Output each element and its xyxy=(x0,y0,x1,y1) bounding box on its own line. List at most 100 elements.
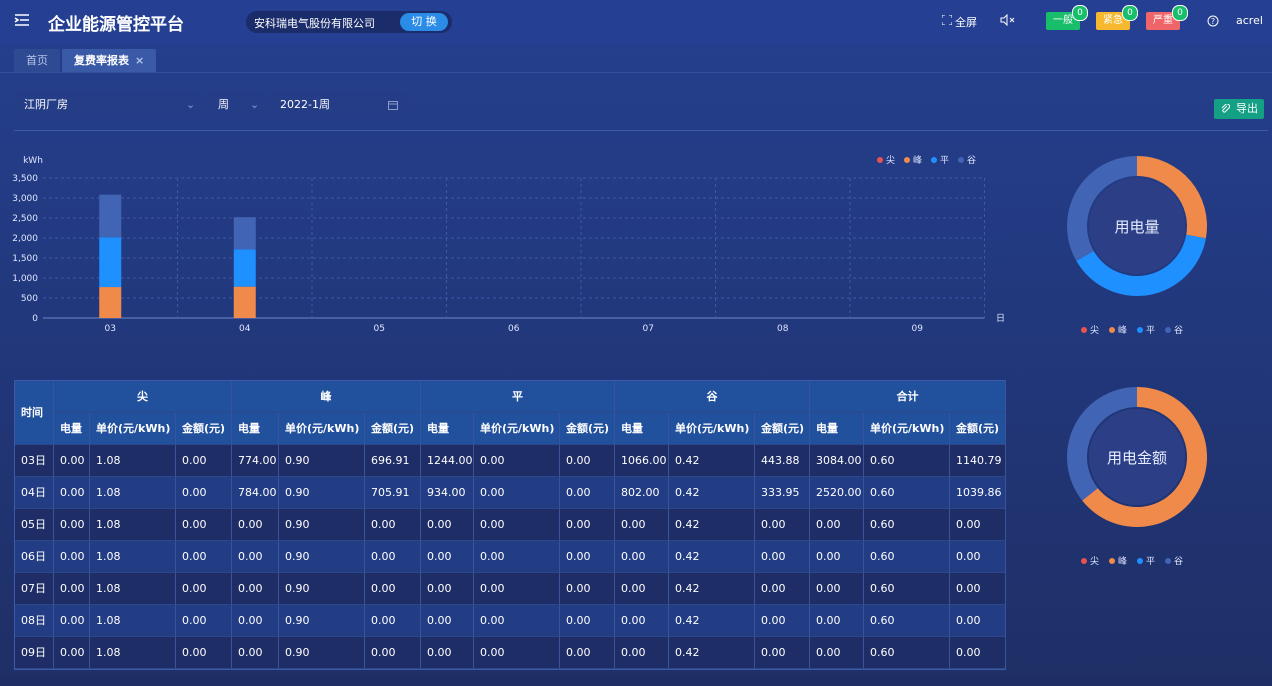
group-header: 尖 xyxy=(54,381,232,413)
bar-segment xyxy=(233,249,256,287)
table-cell: 0.60 xyxy=(864,509,950,541)
row-label: 05日 xyxy=(15,509,54,541)
tab-label: 复费率报表 xyxy=(74,54,129,67)
table-cell: 784.00 xyxy=(232,477,279,509)
table-cell: 0.42 xyxy=(669,573,755,605)
column-header: 单价(元/kWh) xyxy=(864,413,950,445)
y-tick-label: 2,500 xyxy=(12,214,38,224)
table-cell: 0.00 xyxy=(474,573,560,605)
table-cell: 0.00 xyxy=(365,541,421,573)
alarm-button[interactable]: 紧急 xyxy=(1096,12,1130,30)
table-cell: 0.60 xyxy=(864,605,950,637)
legend-label: 谷 xyxy=(1174,325,1183,336)
table-cell: 1.08 xyxy=(90,445,176,477)
legend-marker xyxy=(931,157,937,163)
x-tick-label: 09 xyxy=(912,324,924,334)
legend-label: 峰 xyxy=(913,155,922,166)
y-tick-label: 3,000 xyxy=(12,194,38,204)
table-cell: 0.00 xyxy=(176,573,232,605)
legend-marker xyxy=(1109,558,1115,564)
alarm-count: 0 xyxy=(1122,5,1138,21)
table-cell: 0.00 xyxy=(176,605,232,637)
tab[interactable]: 首页 xyxy=(14,49,60,72)
table-cell: 0.60 xyxy=(864,541,950,573)
table-cell: 1244.00 xyxy=(421,445,474,477)
help-icon[interactable]: ? xyxy=(1207,15,1219,27)
donut-center xyxy=(1089,409,1185,505)
table-cell: 0.00 xyxy=(615,573,669,605)
legend-marker xyxy=(1165,327,1171,333)
legend-label: 平 xyxy=(1146,325,1155,336)
app-title: 企业能源管控平台 xyxy=(48,15,184,35)
charts: kWh 日 0 500 1,000 1,500 2,000 2,500 3,000 3,500 03… xyxy=(12,154,1207,336)
header: 企业能源管控平台 安科瑞电气股份有限公司 切 换 全屏 ? acrel 一般 0 紧… xyxy=(0,0,1272,44)
column-header: 单价(元/kWh) xyxy=(474,413,560,445)
table-cell: 0.00 xyxy=(421,509,474,541)
export-button[interactable]: 导出 xyxy=(1214,99,1264,119)
y-tick-label: 1,000 xyxy=(12,274,38,284)
legend-marker xyxy=(1081,558,1087,564)
legend-marker xyxy=(1109,327,1115,333)
table-cell: 2520.00 xyxy=(810,477,864,509)
switch-button[interactable]: 切 换 xyxy=(400,13,448,31)
mute-icon[interactable] xyxy=(1000,14,1016,26)
column-header: 电量 xyxy=(421,413,474,445)
period-select[interactable]: 周 ⌄ xyxy=(208,92,268,118)
table-cell: 0.00 xyxy=(232,637,279,669)
column-header: 单价(元/kWh) xyxy=(669,413,755,445)
table-cell: 1.08 xyxy=(90,573,176,605)
bar-segment xyxy=(99,287,122,318)
tab[interactable]: 复费率报表 × xyxy=(62,49,157,72)
menu-icon[interactable] xyxy=(14,12,30,28)
dropdown-arrow: ⌄ xyxy=(250,98,260,111)
legend-marker xyxy=(1081,327,1087,333)
alarm-button[interactable]: 一般 xyxy=(1046,12,1080,30)
company-name: 安科瑞电气股份有限公司 xyxy=(254,17,375,30)
group-header: 谷 xyxy=(615,381,810,413)
row-label: 08日 xyxy=(15,605,54,637)
column-header: 单价(元/kWh) xyxy=(279,413,365,445)
table-cell: 0.00 xyxy=(615,541,669,573)
table-cell: 0.00 xyxy=(421,573,474,605)
donut-slice xyxy=(1076,234,1206,297)
table-cell: 0.00 xyxy=(560,573,615,605)
date-picker[interactable]: 2022-1周 xyxy=(270,92,407,118)
table-cell: 0.00 xyxy=(560,541,615,573)
donut-slice xyxy=(1137,156,1207,239)
table-cell: 0.00 xyxy=(474,541,560,573)
table-cell: 0.00 xyxy=(232,605,279,637)
table-cell: 0.00 xyxy=(755,605,810,637)
legend-label: 平 xyxy=(1146,556,1155,567)
table-cell: 0.00 xyxy=(176,509,232,541)
table-cell: 0.00 xyxy=(232,509,279,541)
fullscreen-button[interactable]: 全屏 xyxy=(955,16,977,29)
table-cell: 0.60 xyxy=(864,637,950,669)
column-header: 电量 xyxy=(54,413,90,445)
table-cell: 774.00 xyxy=(232,445,279,477)
table-cell: 0.00 xyxy=(54,605,90,637)
site-select[interactable]: 江阴厂房 ⌄ xyxy=(14,92,206,118)
alarm-button[interactable]: 严重 xyxy=(1146,12,1180,30)
tab-close[interactable]: × xyxy=(135,54,145,67)
calendar-icon xyxy=(388,101,398,110)
table-cell: 802.00 xyxy=(615,477,669,509)
table-cell: 0.00 xyxy=(474,605,560,637)
column-header: 金额(元) xyxy=(755,413,810,445)
x-tick-label: 03 xyxy=(105,324,116,334)
user-name[interactable]: acrel xyxy=(1236,14,1263,27)
row-label: 09日 xyxy=(15,637,54,669)
table-cell: 0.90 xyxy=(279,573,365,605)
table-cell: 705.91 xyxy=(365,477,421,509)
table-cell: 0.42 xyxy=(669,509,755,541)
table-cell: 0.00 xyxy=(365,605,421,637)
table-cell: 0.00 xyxy=(560,445,615,477)
legend-marker xyxy=(1165,558,1171,564)
table-cell: 0.00 xyxy=(54,445,90,477)
table-cell: 0.00 xyxy=(176,541,232,573)
table-cell: 1.08 xyxy=(90,541,176,573)
table-cell: 0.00 xyxy=(560,605,615,637)
table-cell: 0.00 xyxy=(54,541,90,573)
table-cell: 0.00 xyxy=(950,541,1006,573)
column-header: 金额(元) xyxy=(950,413,1006,445)
y-tick-label: 3,500 xyxy=(12,174,38,184)
